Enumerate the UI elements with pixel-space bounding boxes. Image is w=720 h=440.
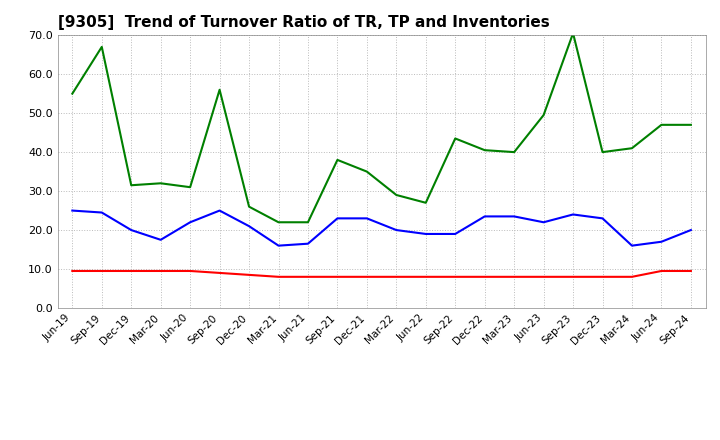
Inventories [687, 122, 696, 128]
Trade Receivables [97, 268, 106, 274]
Inventories [539, 113, 548, 118]
Inventories [156, 181, 165, 186]
Inventories [392, 192, 400, 198]
Trade Payables [569, 212, 577, 217]
Inventories [215, 87, 224, 92]
Trade Receivables [657, 268, 666, 274]
Trade Payables [480, 214, 489, 219]
Trade Receivables [127, 268, 135, 274]
Inventories [363, 169, 372, 174]
Trade Payables [304, 241, 312, 246]
Inventories [68, 91, 76, 96]
Trade Payables [97, 210, 106, 215]
Trade Receivables [480, 274, 489, 279]
Text: [9305]  Trend of Turnover Ratio of TR, TP and Inventories: [9305] Trend of Turnover Ratio of TR, TP… [58, 15, 549, 30]
Trade Payables [215, 208, 224, 213]
Trade Payables [392, 227, 400, 233]
Inventories [186, 184, 194, 190]
Inventories [97, 44, 106, 50]
Trade Payables [421, 231, 430, 237]
Trade Payables [657, 239, 666, 244]
Trade Receivables [245, 272, 253, 278]
Trade Receivables [628, 274, 636, 279]
Trade Receivables [598, 274, 607, 279]
Trade Receivables [451, 274, 459, 279]
Trade Payables [68, 208, 76, 213]
Trade Payables [687, 227, 696, 233]
Trade Payables [127, 227, 135, 233]
Trade Payables [363, 216, 372, 221]
Trade Receivables [510, 274, 518, 279]
Trade Receivables [421, 274, 430, 279]
Line: Trade Payables: Trade Payables [72, 211, 691, 246]
Trade Receivables [274, 274, 283, 279]
Trade Receivables [392, 274, 400, 279]
Inventories [421, 200, 430, 205]
Trade Payables [245, 224, 253, 229]
Trade Payables [598, 216, 607, 221]
Trade Receivables [333, 274, 342, 279]
Inventories [245, 204, 253, 209]
Inventories [628, 146, 636, 151]
Inventories [333, 157, 342, 162]
Inventories [274, 220, 283, 225]
Trade Receivables [186, 268, 194, 274]
Trade Payables [274, 243, 283, 248]
Trade Receivables [68, 268, 76, 274]
Trade Payables [539, 220, 548, 225]
Trade Receivables [539, 274, 548, 279]
Trade Receivables [215, 270, 224, 275]
Trade Receivables [569, 274, 577, 279]
Trade Payables [510, 214, 518, 219]
Inventories [657, 122, 666, 128]
Inventories [480, 147, 489, 153]
Inventories [451, 136, 459, 141]
Inventories [569, 31, 577, 36]
Trade Receivables [687, 268, 696, 274]
Line: Trade Receivables: Trade Receivables [72, 271, 691, 277]
Trade Receivables [363, 274, 372, 279]
Trade Payables [628, 243, 636, 248]
Trade Payables [451, 231, 459, 237]
Line: Inventories: Inventories [72, 33, 691, 222]
Inventories [510, 150, 518, 155]
Trade Receivables [156, 268, 165, 274]
Inventories [304, 220, 312, 225]
Trade Payables [186, 220, 194, 225]
Inventories [127, 183, 135, 188]
Inventories [598, 150, 607, 155]
Trade Payables [333, 216, 342, 221]
Trade Payables [156, 237, 165, 242]
Trade Receivables [304, 274, 312, 279]
